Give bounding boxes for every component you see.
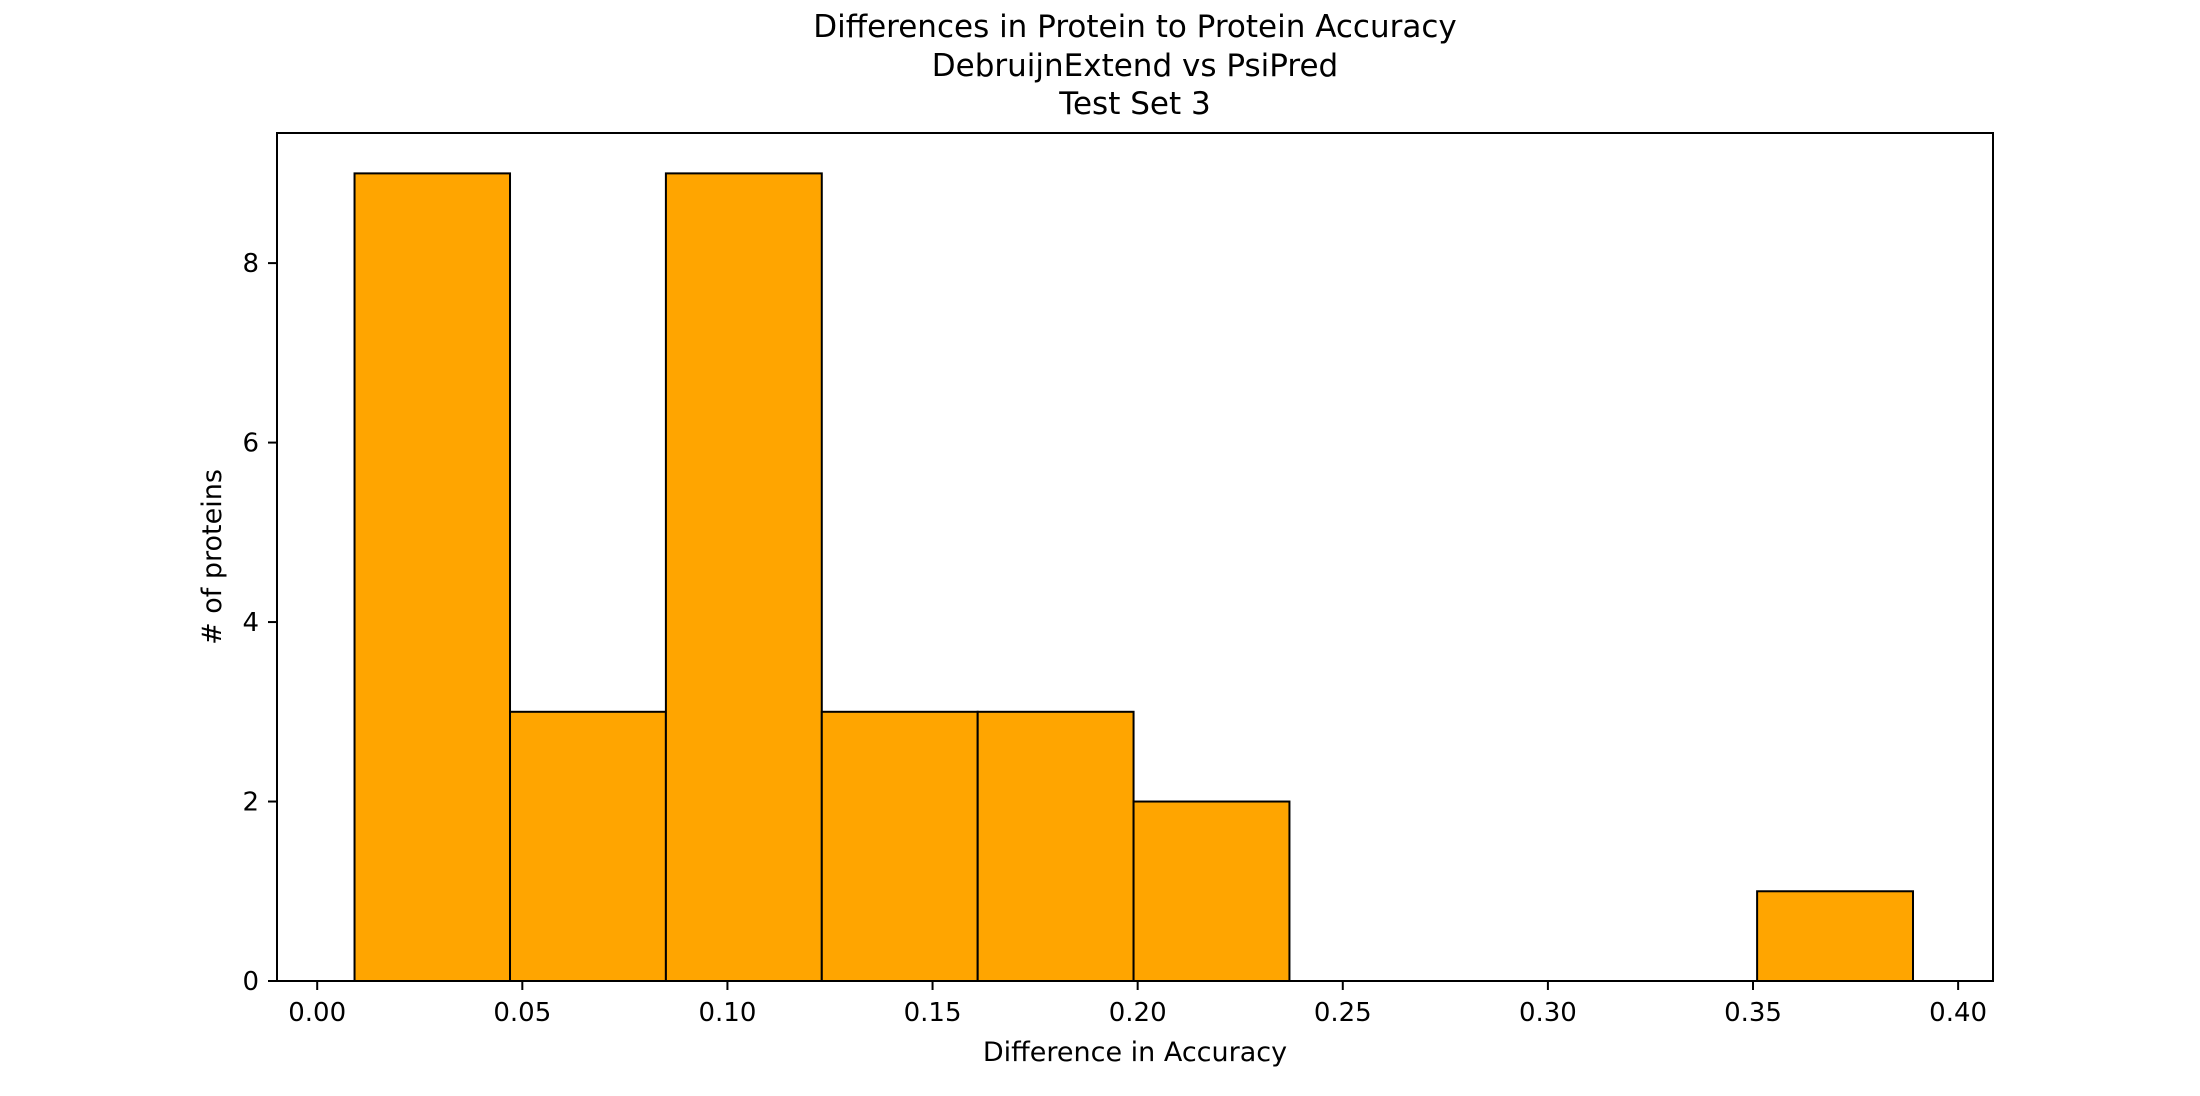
x-tick-label: 0.10 xyxy=(698,998,756,1028)
histogram-bar-3 xyxy=(664,172,823,982)
x-axis-ticks: 0.00 0.05 0.10 0.15 0.20 0.25 0.30 0.35 0.40 xyxy=(288,981,1987,1028)
y-tick-label: 8 xyxy=(242,249,259,279)
histogram-bar-1 xyxy=(353,172,512,982)
x-tick-label: 0.35 xyxy=(1724,998,1782,1028)
histogram-bar-7 xyxy=(1756,890,1915,982)
histogram-bar-4 xyxy=(820,710,979,982)
x-axis-label: Difference in Accuracy xyxy=(983,1037,1287,1068)
y-axis-label: # of proteins xyxy=(197,469,228,645)
title-line-1: Differences in Protein to Protein Accura… xyxy=(813,9,1456,45)
plot-frame xyxy=(276,132,1994,982)
x-tick-label: 0.40 xyxy=(1929,998,1987,1028)
histogram-bar-5 xyxy=(976,710,1135,982)
x-tick-label: 0.15 xyxy=(904,998,962,1028)
chart-title: Differences in Protein to Protein Accura… xyxy=(813,9,1456,122)
x-tick-label: 0.25 xyxy=(1314,998,1372,1028)
histogram-bar-2 xyxy=(509,710,667,982)
histogram-bar-6 xyxy=(1132,800,1291,983)
y-tick-label: 6 xyxy=(242,429,259,459)
y-tick-label: 2 xyxy=(242,788,259,818)
x-tick-label: 0.00 xyxy=(288,998,346,1028)
x-tick-label: 0.20 xyxy=(1109,998,1167,1028)
y-tick-label: 0 xyxy=(242,967,259,997)
x-tick-label: 0.30 xyxy=(1519,998,1577,1028)
title-line-3: Test Set 3 xyxy=(1058,86,1210,122)
y-tick-label: 4 xyxy=(242,608,259,638)
x-tick-label: 0.05 xyxy=(493,998,551,1028)
y-axis-ticks: 0 2 4 6 8 xyxy=(242,249,277,997)
bars xyxy=(353,172,1915,983)
title-line-2: DebruijnExtend vs PsiPred xyxy=(932,48,1338,84)
